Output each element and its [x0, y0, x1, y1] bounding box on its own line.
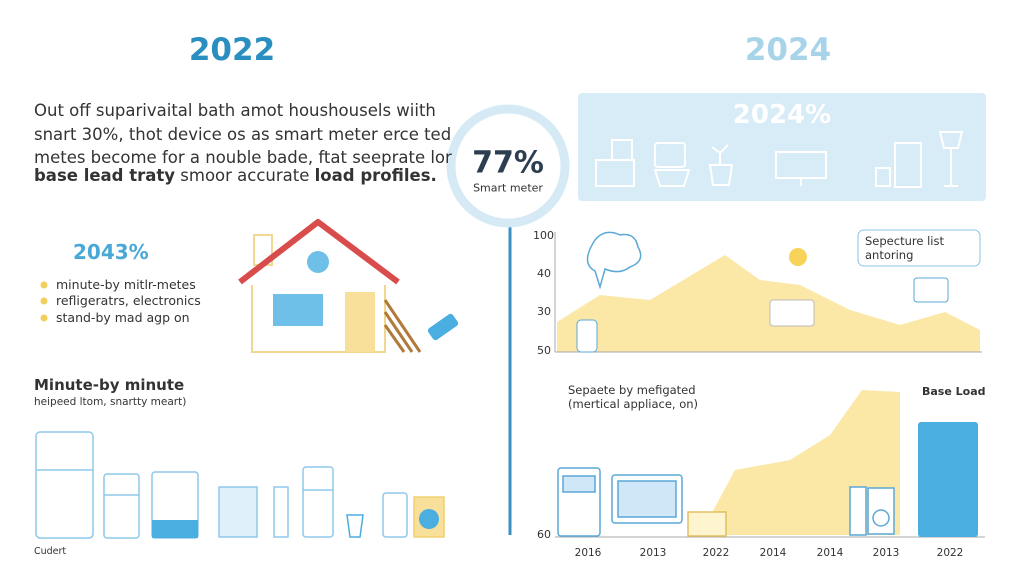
meter-icon: [913, 277, 949, 303]
meter-ring: [446, 104, 570, 228]
bullet: minute-by mitlr-metes: [56, 277, 196, 292]
banner-text: 2024%: [732, 100, 832, 130]
callout-box: [857, 229, 981, 267]
x-label: 2022: [936, 547, 964, 559]
paragraph-line: metes become for a nouble bade, ftat see…: [34, 148, 452, 167]
device-icon: [769, 299, 815, 327]
footer: Cudert: [34, 546, 67, 557]
banner-icons: [595, 131, 964, 188]
bullet-dot: [40, 297, 48, 305]
bulb-icon: [789, 248, 807, 266]
x-label: 2016: [574, 547, 602, 559]
text: smoor accurate: [175, 166, 315, 185]
paragraph-line: base lead traty smoor accurate load prof…: [34, 166, 437, 185]
x-label: 2014: [816, 547, 844, 559]
tick-label: 40: [537, 267, 551, 280]
base-load-bar: [918, 422, 978, 537]
section-title: Minute-by minute: [34, 376, 185, 394]
meter-value: 77%: [472, 145, 544, 181]
chart-title: Sepaete by mefigated: [568, 383, 696, 397]
year: 2024: [744, 32, 832, 68]
tick-label: 30: [537, 305, 551, 318]
tick-label: 100: [533, 229, 554, 242]
bullet-dot: [40, 281, 48, 289]
x-label: 2013: [639, 547, 667, 559]
bold-text: load profiles.: [314, 166, 437, 185]
bullet: refligeratrs, electronics: [56, 293, 201, 308]
appliances: [35, 431, 445, 539]
paragraph-line: Out off suparivaital bath amot houshouse…: [34, 101, 436, 120]
chart-title: (mertical appliace, on): [568, 397, 699, 411]
area-top: [557, 255, 980, 352]
bullet-dot: [40, 314, 48, 322]
x-label: 2014: [759, 547, 787, 559]
bold-text: base lead traty: [34, 166, 176, 185]
bullet: stand-by mad agp on: [56, 310, 190, 325]
section-subtitle: heipeed ltom, snartty meart): [34, 396, 187, 408]
paragraph-line: snart 30%, thot device os as smart meter…: [34, 125, 452, 144]
callout-text: Sepecture list: [865, 234, 944, 248]
x-label: 2013: [872, 547, 900, 559]
phone-icon: [576, 319, 598, 353]
callout-text: antoring: [865, 248, 914, 262]
year: 2022: [188, 32, 276, 68]
cloud-icon: [586, 231, 642, 290]
stat: 2043%: [73, 240, 149, 264]
bottom-appliances: [557, 467, 895, 537]
tick-label: 60: [537, 528, 551, 541]
house: [238, 219, 459, 353]
meter-label: Smart meter: [473, 181, 543, 195]
tick-label: 50: [537, 344, 551, 357]
banner: [578, 93, 986, 201]
x-label: 2022: [702, 547, 730, 559]
legend: Base Load: [922, 385, 986, 398]
